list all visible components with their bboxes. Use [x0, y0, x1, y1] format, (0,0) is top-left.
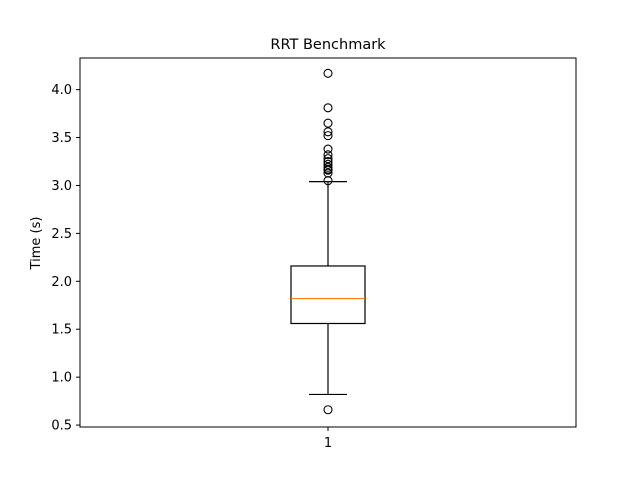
y-tick-label: 3.5 [51, 131, 72, 146]
iqr-box [290, 265, 366, 325]
outlier-point [323, 162, 333, 172]
x-axis-ticks: 1 [324, 427, 332, 451]
outlier-point [323, 103, 333, 113]
y-tick-label: 2.5 [51, 227, 72, 242]
chart-title: RRT Benchmark [270, 37, 386, 53]
y-axis-ticks: 0.5 1.0 1.5 2.0 2.5 3.0 3.5 4.0 [51, 83, 80, 434]
y-tick-label: 3.0 [51, 179, 72, 194]
outlier-point [323, 127, 333, 137]
outlier-point [323, 168, 333, 178]
y-tick-label: 2.0 [51, 275, 72, 290]
outlier-point [323, 150, 333, 160]
y-tick-label: 1.5 [51, 323, 72, 338]
outlier-point [323, 68, 333, 78]
y-tick-label: 0.5 [51, 419, 72, 434]
outlier-point [323, 118, 333, 128]
plot-frame [79, 57, 577, 428]
outlier-point [323, 159, 333, 169]
outlier-point [323, 405, 333, 415]
outlier-point [323, 144, 333, 154]
box-group [290, 181, 366, 396]
x-tick-label: 1 [324, 436, 332, 451]
y-tick-label: 1.0 [51, 371, 72, 386]
y-axis-label: Time (s) [29, 217, 44, 271]
y-tick-label: 4.0 [51, 83, 72, 98]
outlier-points [323, 68, 333, 415]
outlier-point [323, 154, 333, 164]
outlier-point [323, 156, 333, 167]
outlier-point [323, 131, 333, 141]
